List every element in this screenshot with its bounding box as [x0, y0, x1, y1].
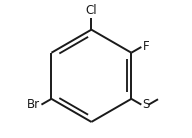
Text: S: S — [142, 98, 150, 111]
Text: F: F — [143, 40, 150, 53]
Text: Br: Br — [27, 98, 40, 111]
Text: Cl: Cl — [86, 4, 97, 17]
